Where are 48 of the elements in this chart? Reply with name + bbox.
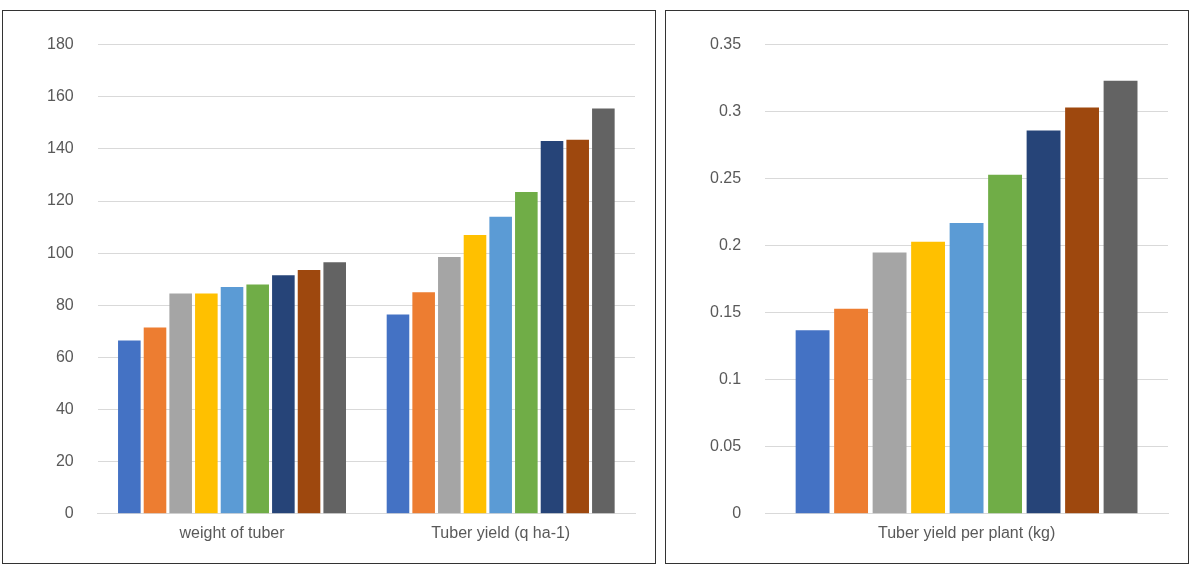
y-tick-label: 0 — [64, 504, 74, 522]
bar — [592, 108, 615, 514]
bar — [438, 257, 461, 514]
bar — [412, 292, 435, 514]
x-tick-label: weight of tuber — [178, 523, 286, 541]
y-tick-label: 140 — [46, 139, 74, 157]
bar — [195, 293, 218, 514]
bar — [911, 241, 946, 514]
bar — [566, 139, 589, 514]
y-tick-label: 0.15 — [710, 303, 742, 321]
bar — [118, 340, 141, 514]
y-tick-label: 120 — [46, 191, 74, 209]
y-tick-label: 0.35 — [710, 35, 742, 53]
y-tick-label: 100 — [46, 243, 74, 261]
y-tick-label: 0 — [732, 504, 742, 522]
y-tick-label: 0.2 — [718, 236, 742, 254]
bar — [795, 330, 830, 514]
bar — [540, 141, 564, 514]
y-tick-label: 0.1 — [718, 370, 742, 388]
bar — [489, 216, 512, 514]
bar — [1026, 130, 1061, 514]
y-tick-label: 40 — [55, 399, 74, 417]
bar — [272, 275, 295, 514]
bar — [988, 174, 1022, 514]
y-tick-label: 60 — [55, 347, 74, 365]
y-tick-label: 20 — [55, 452, 74, 470]
y-tick-label: 180 — [46, 35, 74, 53]
bar — [386, 314, 410, 514]
bar — [297, 270, 321, 514]
bar — [143, 327, 167, 514]
bar — [220, 287, 244, 514]
bar — [872, 252, 907, 514]
bar — [323, 262, 346, 514]
bar — [834, 308, 869, 514]
y-tick-label: 80 — [55, 295, 74, 313]
bar — [246, 284, 269, 514]
y-tick-label: 160 — [46, 87, 74, 105]
x-tick-label: Tuber yield (q ha-1) — [431, 523, 571, 541]
y-tick-label: 0.25 — [710, 169, 742, 187]
bar — [463, 234, 487, 514]
bar — [949, 222, 984, 514]
bar — [515, 191, 538, 514]
y-tick-label: 0.05 — [710, 437, 742, 455]
y-tick-label: 0.3 — [718, 102, 742, 120]
bar — [169, 293, 192, 514]
bar — [1103, 80, 1138, 514]
x-tick-label: Tuber yield per plant (kg) — [877, 523, 1056, 541]
bar — [1065, 107, 1099, 514]
